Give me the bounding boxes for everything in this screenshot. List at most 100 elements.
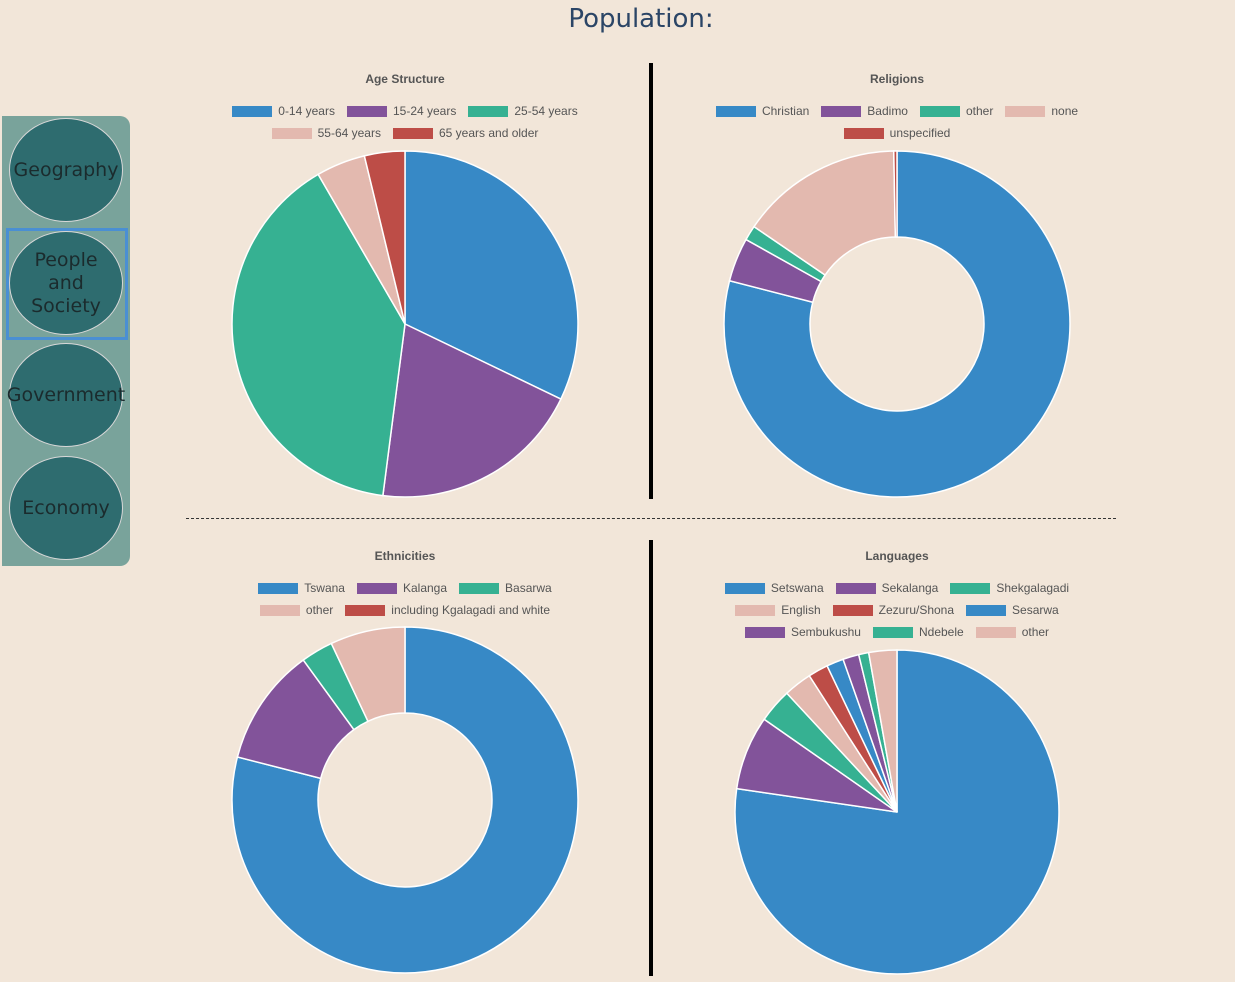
legend-item[interactable]: 15-24 years [346, 100, 457, 122]
legend-item[interactable]: English [735, 599, 821, 621]
chart-title: Age Structure [365, 72, 445, 86]
ethnicities-panel: Ethnicities Tswana Kalanga Basarwa other inc… [190, 537, 620, 977]
legend-item[interactable]: Setswana [724, 577, 824, 599]
legend-item[interactable]: 55-64 years [271, 122, 381, 144]
ethnicities-doughnut-chart [231, 626, 579, 974]
pie-slice[interactable] [231, 173, 406, 497]
legend-item[interactable]: Badimo [821, 100, 908, 122]
legend-label: unspecified [889, 126, 951, 140]
legend-item[interactable]: 25-54 years [468, 100, 578, 122]
chart-legend: Tswana Kalanga Basarwa other including Kgala… [190, 577, 620, 621]
pie-slice[interactable] [363, 150, 406, 325]
legend-item[interactable]: Zezuru/Shona [832, 599, 955, 621]
legend-swatch [919, 105, 960, 117]
legend-label: none [1051, 104, 1079, 118]
chart-title: Ethnicities [374, 549, 436, 563]
legend-swatch [346, 105, 387, 117]
legend-swatch [872, 626, 913, 638]
nav-geography-button[interactable]: Geography [9, 118, 123, 222]
legend-item[interactable]: other [259, 599, 333, 621]
vertical-divider-top [649, 63, 653, 499]
legend-label: Ndebele [918, 625, 964, 639]
legend-label: other [965, 104, 994, 118]
pie-slice[interactable] [723, 150, 1071, 498]
legend-label: 55-64 years [317, 126, 381, 140]
nav-people-and-society-button[interactable]: People and Society [9, 231, 123, 335]
legend-item[interactable]: Sesarwa [966, 599, 1059, 621]
legend-label: Sesarwa [1012, 603, 1059, 617]
pie-slice[interactable] [382, 322, 562, 498]
legend-swatch [843, 127, 884, 139]
horizontal-divider [186, 518, 1116, 519]
legend-label: 25-54 years [514, 104, 578, 118]
legend-label: Kalanga [402, 581, 448, 595]
nav-government-button[interactable]: Government [7, 343, 125, 447]
chart-title: Religions [869, 72, 924, 86]
chart-legend: Setswana Sekalanga Shekgalagadi English Zezu… [680, 577, 1114, 643]
legend-swatch [258, 582, 299, 594]
sidebar-nav: Geography People and Society Government … [2, 116, 130, 566]
religions-panel: Religions Christian Badimo other none unspec… [680, 60, 1114, 500]
nav-economy-button[interactable]: Economy [9, 456, 123, 560]
legend-item[interactable]: Sekalanga [835, 577, 939, 599]
legend-item[interactable]: Basarwa [459, 577, 552, 599]
pie-slice[interactable] [404, 150, 579, 401]
legend-item[interactable]: Shekgalagadi [950, 577, 1069, 599]
legend-swatch [259, 604, 300, 616]
legend-item[interactable]: Christian [715, 100, 810, 122]
chart-legend: 0-14 years 15-24 years 25-54 years 55-64 ye… [190, 100, 620, 144]
legend-swatch [392, 127, 433, 139]
legend-label: Sekalanga [881, 581, 939, 595]
legend-item[interactable]: 0-14 years [232, 100, 335, 122]
legend-swatch [950, 582, 991, 594]
legend-swatch [356, 582, 397, 594]
legend-swatch [735, 604, 776, 616]
legend-item[interactable]: Kalanga [356, 577, 448, 599]
religions-doughnut-chart [723, 150, 1071, 498]
legend-swatch [724, 582, 765, 594]
legend-item[interactable]: Ndebele [872, 621, 964, 643]
age-structure-pie-chart [231, 150, 579, 498]
legend-swatch [715, 105, 756, 117]
legend-label: Badimo [867, 104, 908, 118]
legend-swatch [835, 582, 876, 594]
legend-item[interactable]: other [975, 621, 1050, 643]
pie-slice[interactable] [734, 649, 1060, 975]
pie-slice[interactable] [330, 626, 406, 723]
pie-slice[interactable] [752, 150, 897, 277]
pie-slice[interactable] [867, 649, 898, 813]
chart-title: Languages [865, 549, 929, 563]
legend-swatch [966, 604, 1007, 616]
vertical-divider-bottom [649, 540, 653, 976]
languages-pie-chart [734, 649, 1060, 975]
legend-label: other [1021, 625, 1050, 639]
chart-legend: Christian Badimo other none unspecified [680, 100, 1114, 144]
legend-swatch [744, 626, 785, 638]
pie-slice[interactable] [231, 626, 579, 974]
legend-label: Shekgalagadi [996, 581, 1070, 595]
age-structure-panel: Age Structure 0-14 years 15-24 years 25-54… [190, 60, 620, 500]
legend-label: 0-14 years [278, 104, 335, 118]
legend-label: 15-24 years [392, 104, 457, 118]
legend-item[interactable]: Sembukushu [744, 621, 861, 643]
legend-item[interactable]: 65 years and older [392, 122, 538, 144]
legend-label: Zezuru/Shona [878, 603, 955, 617]
legend-label: English [781, 603, 821, 617]
legend-item[interactable]: none [1005, 100, 1078, 122]
legend-swatch [821, 105, 862, 117]
legend-item[interactable]: unspecified [843, 122, 951, 144]
legend-item[interactable]: Tswana [258, 577, 345, 599]
legend-item[interactable]: other [919, 100, 994, 122]
legend-swatch [468, 105, 509, 117]
legend-swatch [271, 127, 312, 139]
legend-item[interactable]: including Kgalagadi and white [345, 599, 550, 621]
legend-swatch [345, 604, 386, 616]
legend-label: including Kgalagadi and white [391, 603, 551, 617]
pie-slice[interactable] [892, 150, 898, 238]
legend-label: Basarwa [505, 581, 552, 595]
legend-label: Sembukushu [790, 625, 861, 639]
legend-swatch [1005, 105, 1046, 117]
legend-label: Tswana [304, 581, 345, 595]
legend-label: Christian [761, 104, 810, 118]
legend-label: Setswana [770, 581, 824, 595]
